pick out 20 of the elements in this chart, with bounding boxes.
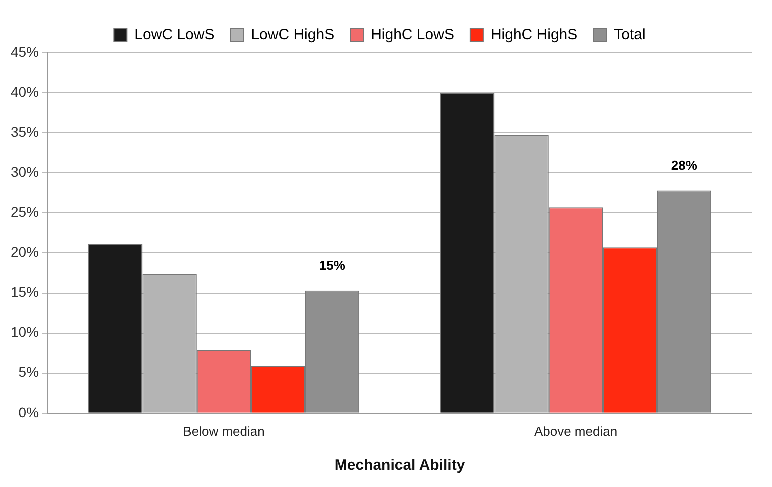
data-label: 28% xyxy=(671,158,698,173)
y-tick-label: 35% xyxy=(10,124,40,140)
x-tick-label: Below median xyxy=(183,424,265,439)
y-tick-label: 30% xyxy=(10,164,40,180)
legend-label: LowC LowS xyxy=(134,26,215,44)
y-tick-label: 25% xyxy=(10,204,40,220)
legend-label: LowC HighS xyxy=(251,26,335,44)
x-axis-title: Mechanical Ability xyxy=(334,457,466,474)
data-label: 15% xyxy=(319,258,346,273)
y-tick-label: 15% xyxy=(10,284,40,300)
y-tick-label: 45% xyxy=(10,44,40,60)
y-tick-label: 5% xyxy=(18,364,40,380)
legend-label: HighC HighS xyxy=(490,26,578,44)
legend-label: HighC LowS xyxy=(371,26,454,44)
y-tick-label: 20% xyxy=(10,244,40,260)
y-tick-label: 0% xyxy=(18,404,40,420)
y-tick-label: 40% xyxy=(10,84,40,100)
x-tick-label: Above median xyxy=(534,424,618,439)
legend-label: Total xyxy=(614,26,646,44)
y-tick-label: 10% xyxy=(10,324,40,340)
